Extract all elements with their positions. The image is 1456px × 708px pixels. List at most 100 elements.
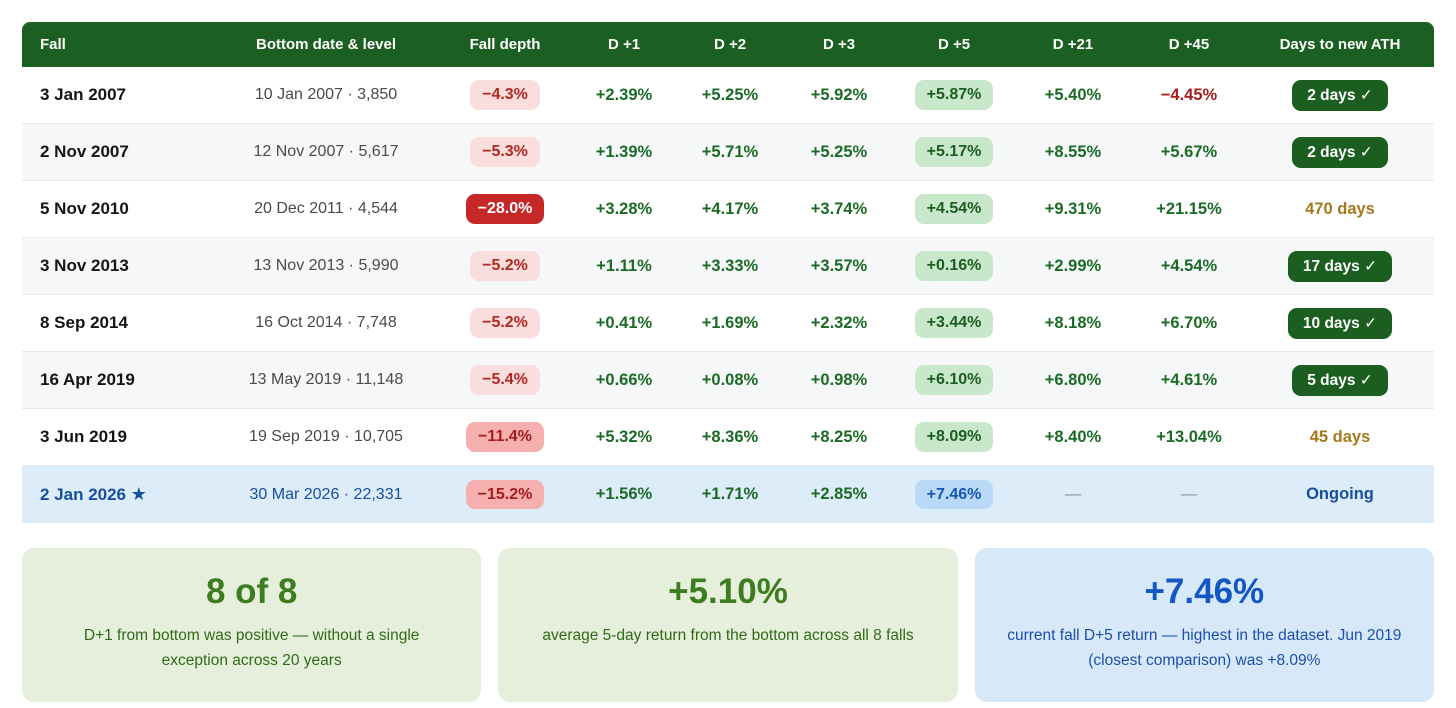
table-body: 3 Jan 2007 10 Jan 2007 · 3,850 −4.3% +2.… bbox=[22, 67, 1434, 523]
header-row: Fall Bottom date & level Fall depth D +1… bbox=[22, 22, 1434, 67]
d1-return-cell: +3.28% bbox=[572, 181, 676, 238]
table-row: 2 Nov 2007 12 Nov 2007 · 5,617 −5.3% +1.… bbox=[22, 124, 1434, 181]
days-to-ath-badge: 5 days ✓ bbox=[1292, 364, 1388, 396]
col-header-fall-depth: Fall depth bbox=[438, 22, 572, 67]
d5-return-cell: +7.46% bbox=[894, 466, 1014, 523]
d21-return-cell: +5.40% bbox=[1014, 67, 1132, 124]
d2-return-cell: +4.17% bbox=[676, 181, 784, 238]
fall-date-label: 2 Jan 2026 bbox=[40, 485, 127, 504]
fall-history-table: Fall Bottom date & level Fall depth D +1… bbox=[22, 22, 1434, 523]
d45-return-cell: −4.45% bbox=[1132, 67, 1246, 124]
bottom-date-level-cell: 30 Mar 2026 · 22,331 bbox=[214, 466, 438, 523]
d1-return-cell: +5.32% bbox=[572, 409, 676, 466]
col-header-d21: D +21 bbox=[1014, 22, 1132, 67]
bottom-date-level-cell: 16 Oct 2014 · 7,748 bbox=[214, 295, 438, 352]
fall-date-cell: 2 Nov 2007 bbox=[22, 124, 214, 181]
fall-depth-cell: −15.2% bbox=[438, 466, 572, 523]
d3-return-cell: +8.25% bbox=[784, 409, 894, 466]
d5-return-badge: +0.16% bbox=[914, 251, 994, 281]
fall-depth-badge: −28.0% bbox=[465, 194, 545, 224]
col-header-d2: D +2 bbox=[676, 22, 784, 67]
fall-depth-badge: −5.3% bbox=[470, 137, 540, 167]
days-to-ath-cell: 10 days ✓ bbox=[1246, 295, 1434, 352]
table-row: 5 Nov 2010 20 Dec 2011 · 4,544 −28.0% +3… bbox=[22, 181, 1434, 238]
d5-return-cell: +4.54% bbox=[894, 181, 1014, 238]
d2-return-cell: +5.25% bbox=[676, 67, 784, 124]
fall-depth-cell: −5.4% bbox=[438, 352, 572, 409]
days-to-ath-badge: 2 days ✓ bbox=[1292, 79, 1388, 111]
d3-return-cell: +5.25% bbox=[784, 124, 894, 181]
summary-value: +5.10% bbox=[668, 572, 788, 611]
days-to-ath-cell: 2 days ✓ bbox=[1246, 124, 1434, 181]
days-to-ath-cell: 17 days ✓ bbox=[1246, 238, 1434, 295]
summary-card-avg-5day-return: +5.10% average 5-day return from the bot… bbox=[498, 548, 958, 702]
d3-return-cell: +3.74% bbox=[784, 181, 894, 238]
days-to-ath-badge: 10 days ✓ bbox=[1287, 307, 1393, 339]
d2-return-cell: +3.33% bbox=[676, 238, 784, 295]
d45-return-cell: +4.54% bbox=[1132, 238, 1246, 295]
bottom-date-level-cell: 13 May 2019 · 11,148 bbox=[214, 352, 438, 409]
col-header-days-to-new-ath: Days to new ATH bbox=[1246, 22, 1434, 67]
col-header-d45: D +45 bbox=[1132, 22, 1246, 67]
fall-depth-cell: −5.3% bbox=[438, 124, 572, 181]
col-header-d3: D +3 bbox=[784, 22, 894, 67]
d5-return-cell: +5.17% bbox=[894, 124, 1014, 181]
fall-date-cell: 3 Jun 2019 bbox=[22, 409, 214, 466]
days-to-ath-badge: 17 days ✓ bbox=[1287, 250, 1393, 282]
d5-return-badge: +6.10% bbox=[914, 365, 994, 395]
fall-depth-cell: −11.4% bbox=[438, 409, 572, 466]
d1-return-cell: +0.66% bbox=[572, 352, 676, 409]
d5-return-cell: +6.10% bbox=[894, 352, 1014, 409]
col-header-d1: D +1 bbox=[572, 22, 676, 67]
d3-return-cell: +3.57% bbox=[784, 238, 894, 295]
table-row: 3 Jan 2007 10 Jan 2007 · 3,850 −4.3% +2.… bbox=[22, 67, 1434, 124]
table-row: 16 Apr 2019 13 May 2019 · 11,148 −5.4% +… bbox=[22, 352, 1434, 409]
d3-return-cell: +0.98% bbox=[784, 352, 894, 409]
fall-depth-badge: −5.4% bbox=[470, 365, 540, 395]
d2-return-cell: +8.36% bbox=[676, 409, 784, 466]
d21-return-cell: +8.55% bbox=[1014, 124, 1132, 181]
bottom-date-level-cell: 12 Nov 2007 · 5,617 bbox=[214, 124, 438, 181]
fall-depth-badge: −11.4% bbox=[466, 422, 544, 452]
summary-cards: 8 of 8 D+1 from bottom was positive — wi… bbox=[22, 548, 1434, 702]
d5-return-cell: +8.09% bbox=[894, 409, 1014, 466]
col-header-d5: D +5 bbox=[894, 22, 1014, 67]
fall-date-cell: 3 Nov 2013 bbox=[22, 238, 214, 295]
d45-return-cell: +5.67% bbox=[1132, 124, 1246, 181]
d5-return-badge: +8.09% bbox=[914, 422, 994, 452]
fall-depth-cell: −4.3% bbox=[438, 67, 572, 124]
summary-card-d1-positive: 8 of 8 D+1 from bottom was positive — wi… bbox=[22, 548, 482, 702]
d2-return-cell: +0.08% bbox=[676, 352, 784, 409]
fall-depth-badge: −5.2% bbox=[470, 308, 540, 338]
d2-return-cell: +5.71% bbox=[676, 124, 784, 181]
d5-return-badge: +5.87% bbox=[914, 80, 994, 110]
d21-return-cell: — bbox=[1014, 466, 1132, 523]
d5-return-cell: +5.87% bbox=[894, 67, 1014, 124]
summary-description: current fall D+5 return — highest in the… bbox=[1007, 627, 1402, 669]
bottom-date-level-cell: 20 Dec 2011 · 4,544 bbox=[214, 181, 438, 238]
d5-return-badge: +3.44% bbox=[914, 308, 994, 338]
fall-date-cell: 2 Jan 2026 ★ bbox=[22, 466, 214, 523]
fall-date-cell: 3 Jan 2007 bbox=[22, 67, 214, 124]
fall-depth-cell: −5.2% bbox=[438, 295, 572, 352]
d1-return-cell: +1.39% bbox=[572, 124, 676, 181]
days-to-ath-cell: 45 days bbox=[1246, 409, 1434, 466]
table-row: 3 Nov 2013 13 Nov 2013 · 5,990 −5.2% +1.… bbox=[22, 238, 1434, 295]
star-icon: ★ bbox=[130, 484, 147, 504]
days-to-ath-cell: 5 days ✓ bbox=[1246, 352, 1434, 409]
d5-return-badge: +5.17% bbox=[914, 137, 994, 167]
bottom-date-level-cell: 10 Jan 2007 · 3,850 bbox=[214, 67, 438, 124]
d3-return-cell: +5.92% bbox=[784, 67, 894, 124]
d2-return-cell: +1.69% bbox=[676, 295, 784, 352]
no-data-dash: — bbox=[1180, 485, 1198, 503]
d21-return-cell: +8.18% bbox=[1014, 295, 1132, 352]
summary-value: 8 of 8 bbox=[205, 572, 298, 611]
d5-return-cell: +0.16% bbox=[894, 238, 1014, 295]
days-to-ath-badge: 2 days ✓ bbox=[1292, 136, 1388, 168]
fall-date-cell: 5 Nov 2010 bbox=[22, 181, 214, 238]
d45-return-cell: — bbox=[1132, 466, 1246, 523]
col-header-fall: Fall bbox=[22, 22, 214, 67]
fall-depth-cell: −28.0% bbox=[438, 181, 572, 238]
d45-return-cell: +13.04% bbox=[1132, 409, 1246, 466]
days-to-ath-cell: 2 days ✓ bbox=[1246, 67, 1434, 124]
